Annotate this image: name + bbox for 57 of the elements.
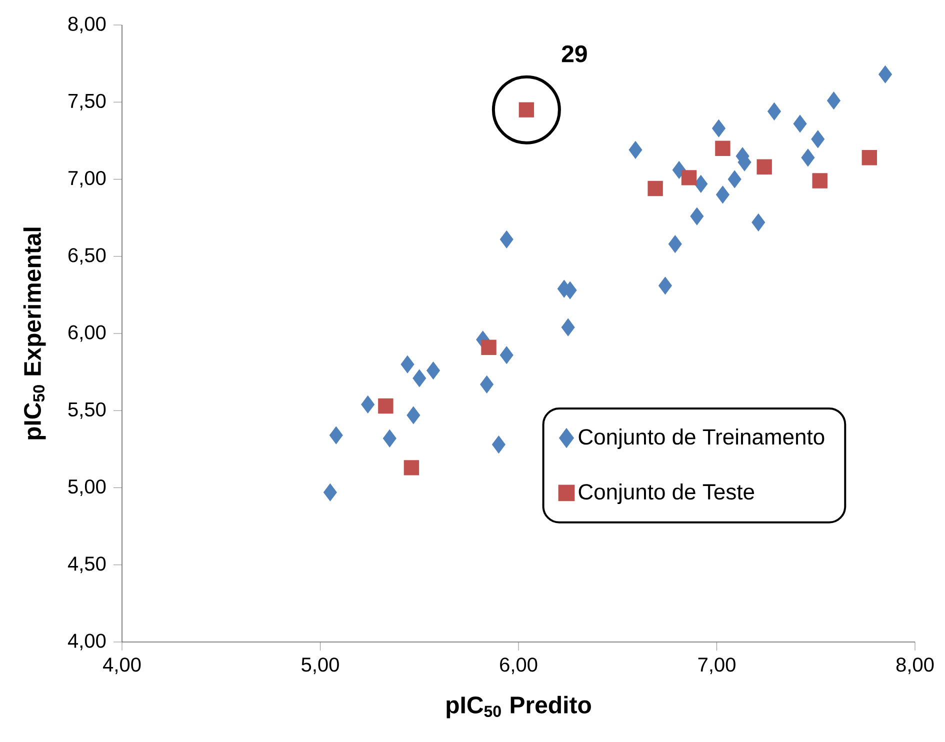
point bbox=[752, 214, 766, 232]
y-tick-label: 6,50 bbox=[68, 248, 106, 265]
point bbox=[406, 406, 420, 424]
point bbox=[481, 340, 496, 355]
point bbox=[728, 170, 742, 188]
x-tick-label: 4,00 bbox=[103, 658, 141, 674]
point bbox=[426, 362, 440, 380]
point bbox=[878, 66, 892, 84]
point bbox=[756, 159, 772, 174]
y-tick-label: 8,00 bbox=[68, 16, 106, 34]
point bbox=[694, 175, 708, 193]
point bbox=[382, 430, 396, 448]
annotation: 29 bbox=[562, 45, 587, 62]
point bbox=[811, 130, 825, 148]
point bbox=[361, 396, 375, 414]
point bbox=[658, 276, 672, 294]
point bbox=[500, 346, 514, 364]
legend-label: Conjunto de Treinamento bbox=[578, 428, 824, 450]
point bbox=[323, 484, 337, 502]
y-tick-label: 7,00 bbox=[68, 170, 106, 188]
point bbox=[801, 148, 815, 166]
x-axis-title: pIC$_{50}$ Predito bbox=[446, 696, 591, 718]
point bbox=[561, 318, 575, 336]
point bbox=[329, 426, 343, 444]
point bbox=[712, 120, 726, 138]
point bbox=[768, 102, 781, 120]
point bbox=[690, 207, 704, 226]
point bbox=[715, 140, 730, 156]
point bbox=[668, 235, 682, 253]
x-tick-label: 7,00 bbox=[698, 658, 736, 674]
point bbox=[812, 173, 828, 188]
point bbox=[793, 114, 807, 133]
y-tick-label: 5,00 bbox=[68, 479, 106, 496]
point bbox=[681, 170, 697, 186]
point bbox=[862, 150, 878, 166]
point bbox=[672, 161, 686, 179]
point bbox=[716, 186, 730, 204]
point bbox=[500, 230, 514, 248]
point bbox=[480, 376, 494, 394]
point bbox=[404, 460, 420, 476]
x-tick-label: 6,00 bbox=[500, 658, 538, 674]
y-tick-label: 5,50 bbox=[68, 402, 106, 419]
y-axis-title: pIC$_{50}$ Experimental bbox=[23, 228, 46, 440]
y-tick-label: 4,00 bbox=[68, 634, 106, 650]
x-tick-label: 8,00 bbox=[896, 658, 934, 674]
point bbox=[412, 369, 426, 388]
point bbox=[492, 436, 506, 454]
point bbox=[648, 180, 663, 196]
legend-label: Conjunto de Teste bbox=[578, 483, 754, 504]
point bbox=[400, 356, 414, 374]
y-tick-label: 6,00 bbox=[68, 325, 106, 342]
point bbox=[378, 398, 394, 414]
y-tick-label: 4,50 bbox=[68, 556, 106, 574]
point bbox=[827, 92, 840, 110]
y-tick-label: 7,50 bbox=[68, 94, 106, 110]
point bbox=[628, 141, 642, 159]
x-tick-label: 5,00 bbox=[302, 658, 339, 674]
